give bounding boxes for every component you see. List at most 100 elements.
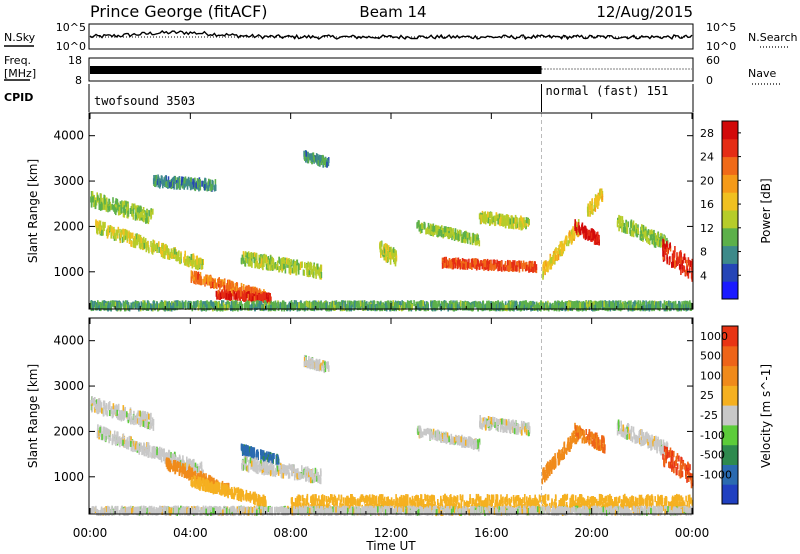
power-y-axis: 1000 2000 3000 4000 — [53, 129, 693, 279]
power-cbar-tick-label-5: 24 — [700, 151, 714, 164]
x-tick-label-5: 20:00 — [574, 526, 609, 540]
velocity-panel-frame — [88, 317, 694, 515]
echo-band-0 — [90, 396, 155, 431]
velocity-colorbar: 1000 500 100 25 -25 -100 -500 -1000 — [700, 325, 739, 505]
colorbar-segment-4 — [722, 210, 738, 229]
power-cbar-tick-label-2: 12 — [700, 222, 714, 235]
noise-tick-bottom-right: 10^0 — [706, 40, 736, 53]
echo-band-1 — [95, 219, 204, 271]
colorbar-segment-2 — [722, 444, 738, 465]
freq-label-1: Freq. — [4, 54, 31, 67]
date-title: 12/Aug/2015 — [596, 3, 693, 21]
noise-strip-frame — [88, 23, 694, 50]
echo-band-1 — [96, 424, 204, 477]
y-tick-label-2: 3000 — [53, 174, 84, 188]
x-tick-label-1: 04:00 — [173, 526, 208, 540]
colorbar-segment-7 — [722, 156, 738, 175]
freq-bar — [90, 66, 542, 74]
echo-band-8 — [479, 415, 531, 437]
velocity-y-axis: 1000 2000 3000 4000 — [53, 334, 693, 484]
velocity-cbar-tick-label-5: -100 — [700, 429, 725, 442]
velocity-heatmap — [90, 318, 694, 517]
echo-band-10 — [574, 422, 606, 454]
nsearch-label: N.Search — [748, 31, 798, 44]
colorbar-segment-9 — [722, 121, 738, 140]
y-tick-label-3: 4000 — [53, 129, 84, 143]
cpid-segment-1: normal (fast) 151 — [546, 84, 669, 98]
y-tick-label-0: 1000 — [53, 265, 84, 279]
freq-tick-top: 18 — [68, 54, 82, 67]
noise-sky-trace — [89, 30, 693, 41]
echo-band-6 — [303, 354, 330, 374]
colorbar-segment-3 — [722, 227, 738, 247]
y-tick-label-1: 2000 — [53, 424, 84, 438]
echo-band-6 — [303, 150, 330, 168]
velocity-cbar-tick-label-1: 500 — [700, 350, 721, 363]
colorbar-segment-1 — [722, 464, 738, 485]
x-tick-label-6: 00:00 — [675, 526, 710, 540]
power-cbar-tick-label-0: 4 — [700, 269, 707, 282]
velocity-cbar-tick-label-4: -25 — [700, 409, 718, 422]
colorbar-segment-8 — [722, 138, 738, 158]
echo-band-12 — [574, 219, 600, 246]
echo-band-4 — [240, 443, 280, 467]
echo-band-4 — [240, 251, 323, 280]
y-tick-label-0: 1000 — [53, 470, 84, 484]
echo-band-12 — [662, 445, 694, 489]
velocity-cbar-tick-label-3: 25 — [700, 389, 714, 402]
station-title: Prince George (fitACF) — [90, 2, 268, 21]
velocity-cbar-tick-label-2: 100 — [700, 369, 721, 382]
velocity-cbar-tick-label-7: -1000 — [700, 468, 732, 481]
power-heatmap — [90, 113, 694, 312]
freq-tick-bottom: 8 — [75, 74, 82, 87]
nave-label: Nave — [748, 67, 776, 80]
echo-band-3 — [190, 475, 267, 508]
velocity-colorbar-label: Velocity [m s^-1] — [759, 364, 773, 468]
echo-band-3 — [215, 289, 272, 304]
noise-tick-top-right: 10^5 — [706, 21, 736, 34]
echo-band-14 — [616, 214, 669, 252]
power-colorbar-label: Power [dB] — [759, 178, 773, 243]
velocity-ylabel: Slant Range [km] — [26, 364, 40, 468]
echo-band-13 — [586, 188, 604, 217]
y-tick-label-3: 4000 — [53, 334, 84, 348]
colorbar-segment-7 — [722, 345, 738, 367]
nave-tick-bottom: 0 — [706, 74, 713, 87]
cpid-label: CPID — [4, 91, 33, 104]
power-ylabel: Slant Range [km] — [26, 159, 40, 263]
colorbar-segment-6 — [722, 365, 738, 386]
power-cbar-tick-label-3: 16 — [700, 198, 714, 211]
power-cbar-tick-label-4: 20 — [700, 174, 714, 187]
echo-band-16 — [90, 300, 693, 312]
x-tick-label-3: 12:00 — [374, 526, 409, 540]
y-tick-label-2: 3000 — [53, 379, 84, 393]
freq-strip-frame — [88, 57, 694, 82]
noise-tick-bottom: 10^0 — [56, 40, 86, 53]
colorbar-segment-5 — [722, 192, 738, 211]
y-tick-label-1: 2000 — [53, 219, 84, 233]
velocity-cbar-tick-label-0: 1000 — [700, 330, 728, 343]
echo-band-5 — [241, 455, 322, 485]
nsky-label: N.Sky — [4, 31, 36, 44]
echo-band-7 — [416, 425, 481, 452]
velocity-cbar-tick-label-6: -500 — [700, 449, 725, 462]
colorbar-segment-3 — [722, 424, 738, 446]
echo-band-9 — [441, 256, 538, 274]
time-xlabel: Time UT — [365, 539, 416, 553]
colorbar-segment-8 — [722, 326, 738, 347]
power-panel-frame — [88, 112, 694, 310]
echo-band-0 — [90, 191, 154, 225]
echo-band-10 — [478, 210, 530, 231]
x-tick-label-0: 00:00 — [73, 526, 108, 540]
x-tick-label-4: 16:00 — [474, 526, 509, 540]
colorbar-segment-0 — [722, 484, 738, 505]
echo-band-8 — [416, 220, 481, 247]
power-cbar-tick-label-1: 8 — [700, 246, 707, 259]
x-tick-label-2: 08:00 — [273, 526, 308, 540]
cpid-segment-0: twofsound 3503 — [94, 94, 195, 108]
echo-band-11 — [616, 419, 669, 458]
colorbar-segment-1 — [722, 263, 738, 282]
colorbar-segment-0 — [722, 281, 738, 300]
colorbar-segment-4 — [722, 405, 738, 426]
